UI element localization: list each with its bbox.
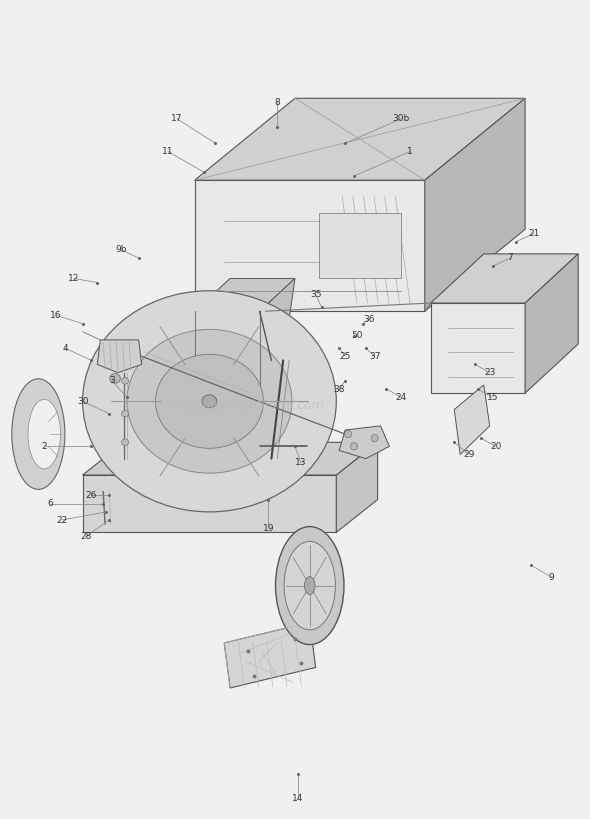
Text: 9b: 9b (115, 246, 127, 254)
Ellipse shape (345, 431, 352, 437)
Text: 23: 23 (484, 369, 496, 377)
Text: 3: 3 (109, 377, 115, 385)
Polygon shape (339, 426, 389, 459)
Polygon shape (248, 278, 295, 393)
Text: 8: 8 (274, 98, 280, 106)
Ellipse shape (156, 355, 263, 448)
Polygon shape (83, 442, 378, 475)
Text: eReplacementParts.com: eReplacementParts.com (172, 399, 324, 412)
Text: 26: 26 (86, 491, 97, 500)
Text: 9: 9 (549, 573, 555, 581)
Text: 15: 15 (487, 393, 499, 401)
Text: 2: 2 (41, 442, 47, 450)
Ellipse shape (122, 439, 129, 446)
Text: 4: 4 (62, 344, 68, 352)
Ellipse shape (350, 442, 358, 450)
Text: 1: 1 (407, 147, 413, 156)
Ellipse shape (110, 373, 120, 383)
Polygon shape (525, 254, 578, 393)
Text: 25: 25 (339, 352, 351, 360)
Text: 35: 35 (310, 291, 322, 299)
Text: 19: 19 (263, 524, 274, 532)
Text: 11: 11 (162, 147, 174, 156)
Text: 16: 16 (50, 311, 62, 319)
Text: 21: 21 (528, 229, 540, 238)
Polygon shape (431, 303, 525, 393)
Polygon shape (195, 180, 425, 311)
Polygon shape (97, 340, 142, 373)
Ellipse shape (12, 378, 65, 490)
Text: 30b: 30b (392, 115, 410, 123)
Ellipse shape (122, 410, 129, 417)
Text: 28: 28 (80, 532, 91, 541)
Ellipse shape (304, 577, 315, 595)
Text: 14: 14 (292, 794, 304, 803)
Polygon shape (454, 385, 490, 455)
Ellipse shape (28, 400, 60, 468)
Polygon shape (224, 622, 316, 688)
Text: 13: 13 (295, 459, 307, 467)
Text: 50: 50 (351, 332, 363, 340)
Polygon shape (431, 254, 578, 303)
Ellipse shape (276, 527, 344, 645)
Text: 12: 12 (68, 274, 80, 283)
Polygon shape (425, 98, 525, 311)
Text: 37: 37 (369, 352, 381, 360)
Polygon shape (195, 98, 525, 180)
Text: 30: 30 (77, 397, 88, 405)
Ellipse shape (371, 434, 378, 441)
Polygon shape (319, 213, 401, 278)
Polygon shape (336, 442, 378, 532)
Text: 17: 17 (171, 115, 183, 123)
Text: 29: 29 (463, 450, 475, 459)
Ellipse shape (202, 395, 217, 408)
Text: 22: 22 (56, 516, 68, 524)
Text: 38: 38 (333, 385, 345, 393)
Ellipse shape (83, 291, 336, 512)
Polygon shape (183, 311, 260, 393)
Ellipse shape (127, 329, 292, 473)
Text: 24: 24 (395, 393, 407, 401)
Polygon shape (83, 475, 336, 532)
Ellipse shape (284, 541, 335, 630)
Text: 6: 6 (47, 500, 53, 508)
Text: 7: 7 (507, 254, 513, 262)
Text: 20: 20 (490, 442, 502, 450)
Text: 36: 36 (363, 315, 375, 324)
Polygon shape (195, 278, 295, 311)
Ellipse shape (122, 378, 129, 384)
